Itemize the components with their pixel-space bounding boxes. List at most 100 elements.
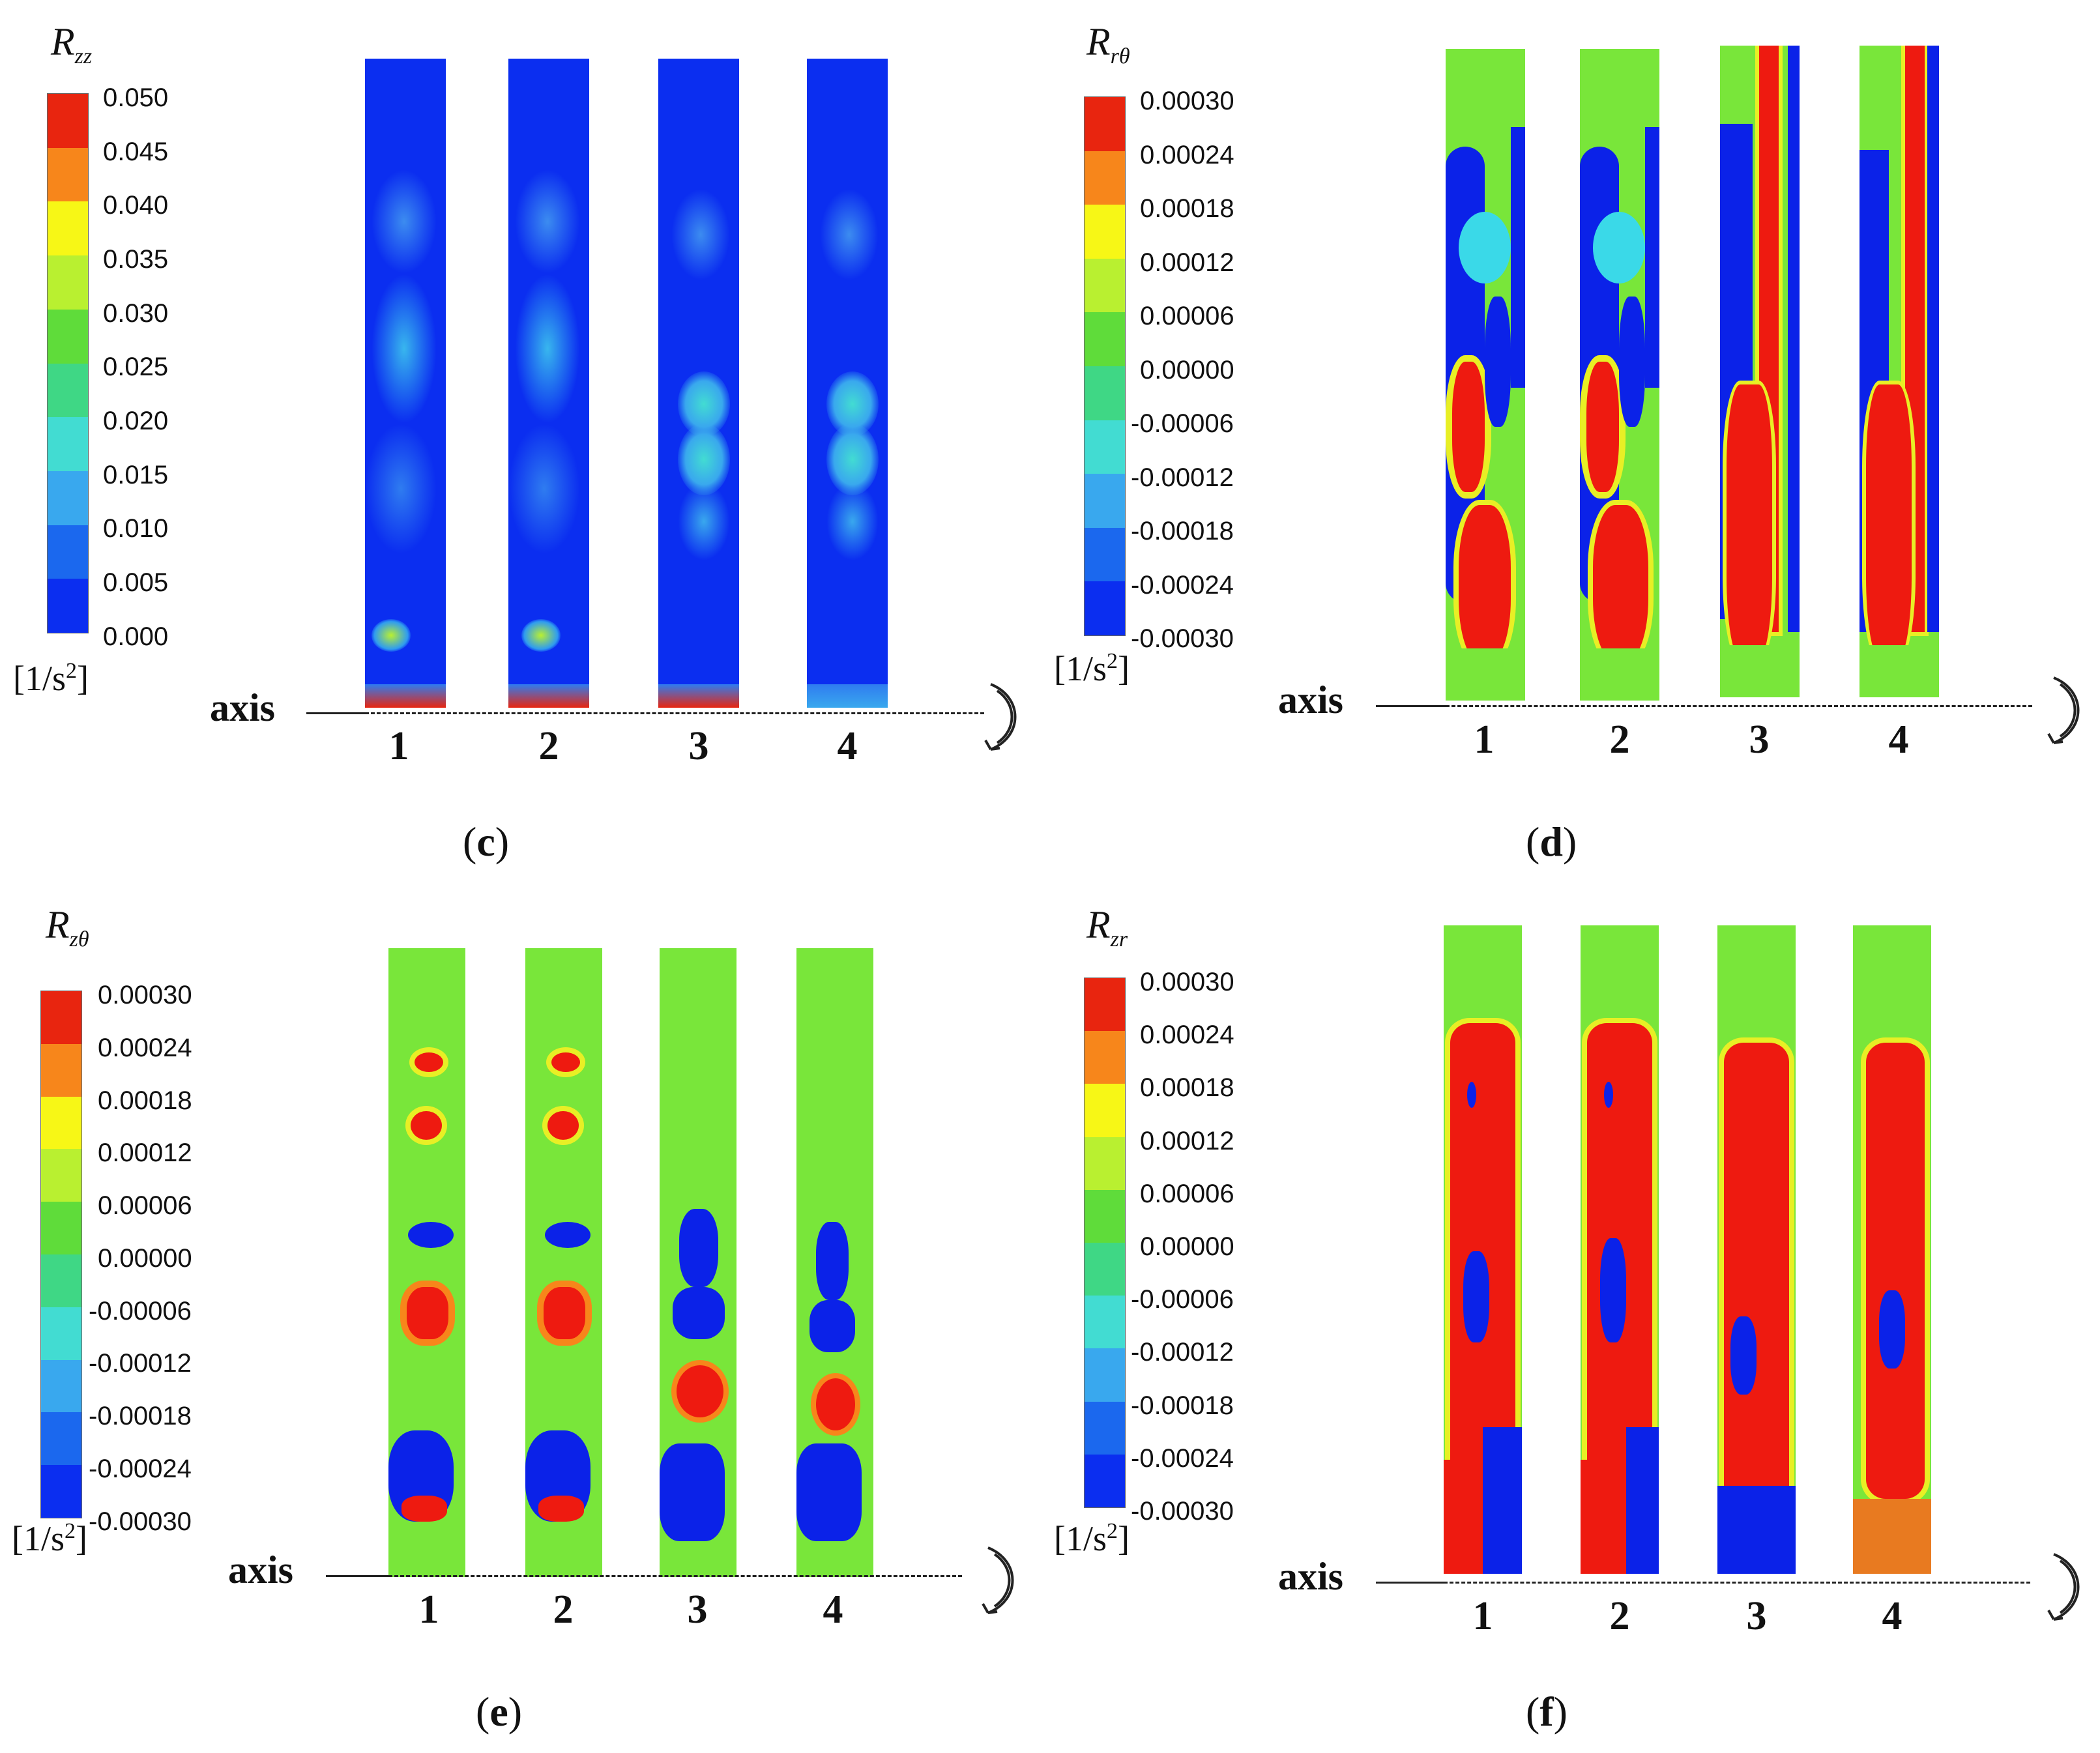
colorbar <box>47 93 89 633</box>
colorbar-tick: -0.00006 <box>1131 1285 1234 1314</box>
colorbar-tick: 0.00006 <box>1140 1180 1234 1208</box>
panel-caption: (c) <box>463 819 510 865</box>
colorbar-tick: -0.00018 <box>1131 517 1234 545</box>
colorbar-band <box>1085 1348 1125 1402</box>
colorbar-band <box>41 1043 81 1097</box>
colorbar-tick: 0.040 <box>103 191 169 220</box>
colorbar-band <box>48 201 88 256</box>
colorbar-tick: -0.00012 <box>1131 463 1234 492</box>
contour-strip-4 <box>1853 925 1931 1574</box>
colorbar-tick: 0.00000 <box>98 1244 192 1273</box>
colorbar-tick: 0.020 <box>103 407 169 435</box>
colorbar-symbol: Rzr <box>1086 903 1128 951</box>
colorbar-tick: 0.00006 <box>1140 302 1234 330</box>
colorbar-tick: 0.00030 <box>1140 87 1234 115</box>
column-label: 1 <box>1474 717 1495 762</box>
column-label: 4 <box>823 1587 843 1632</box>
colorbar-band <box>41 1254 81 1307</box>
colorbar <box>40 991 82 1518</box>
colorbar-band <box>48 309 88 364</box>
axis-centerline <box>1444 1582 2030 1584</box>
contour-strip-2 <box>1580 49 1659 701</box>
axis-line <box>326 1575 388 1577</box>
colorbar-tick: -0.00030 <box>1131 624 1234 653</box>
axis-line <box>1376 705 1446 707</box>
colorbar-tick: -0.00006 <box>89 1297 192 1326</box>
contour-strip-3 <box>1720 46 1800 697</box>
colorbar-band <box>48 417 88 471</box>
contour-strip-4 <box>796 948 873 1577</box>
colorbar-band <box>48 363 88 418</box>
colorbar <box>1084 96 1126 636</box>
axis-line <box>1376 1582 1444 1584</box>
colorbar-tick: 0.010 <box>103 514 169 543</box>
contour-strip-2 <box>525 948 602 1577</box>
colorbar-band <box>1085 581 1125 635</box>
colorbar-tick: 0.00000 <box>1140 356 1234 384</box>
colorbar-band <box>1085 527 1125 582</box>
colorbar-tick: 0.00024 <box>1140 141 1234 169</box>
colorbar-tick: -0.00012 <box>89 1349 192 1378</box>
colorbar-tick: 0.00012 <box>1140 1127 1234 1155</box>
colorbar-tick: 0.00024 <box>1140 1021 1234 1049</box>
contour-strip-2 <box>508 59 589 708</box>
column-label: 1 <box>388 724 409 768</box>
column-label: 2 <box>1609 1594 1630 1638</box>
column-label: 2 <box>1609 717 1630 762</box>
colorbar-band <box>48 255 88 310</box>
rotation-arrow-icon <box>2047 676 2080 744</box>
colorbar-tick: -0.00024 <box>89 1455 192 1483</box>
colorbar-tick: 0.00024 <box>98 1034 192 1062</box>
colorbar-band <box>1085 1296 1125 1349</box>
colorbar-tick: 0.050 <box>103 83 169 112</box>
colorbar-band <box>1085 366 1125 420</box>
colorbar-tick: 0.045 <box>103 138 169 166</box>
colorbar-tick: -0.00012 <box>1131 1338 1234 1367</box>
colorbar-tick: 0.00006 <box>98 1191 192 1220</box>
column-label: 1 <box>1472 1594 1493 1638</box>
column-label: 3 <box>688 724 709 768</box>
axis-label: axis <box>1278 1555 1344 1598</box>
colorbar-band <box>1085 1243 1125 1296</box>
colorbar-tick: 0.015 <box>103 461 169 489</box>
colorbar-band <box>41 1149 81 1202</box>
colorbar-band <box>41 1465 81 1518</box>
column-label: 3 <box>687 1587 708 1632</box>
panel-d: Rrθ 0.00030 0.00024 0.00018 0.00012 0.00… <box>1050 0 2100 876</box>
colorbar-tick: 0.00030 <box>1140 968 1234 996</box>
contour-strip-1 <box>388 948 465 1577</box>
colorbar-tick: -0.00018 <box>89 1402 192 1430</box>
contour-strip-1 <box>1444 925 1522 1574</box>
colorbar-band <box>41 1096 81 1150</box>
colorbar-tick: 0.035 <box>103 245 169 274</box>
colorbar-tick: -0.00030 <box>1131 1497 1234 1526</box>
colorbar-tick: 0.030 <box>103 299 169 328</box>
colorbar-tick: 0.00018 <box>98 1086 192 1115</box>
colorbar-units: [1/s2] <box>13 659 89 698</box>
axis-label: axis <box>210 686 276 729</box>
colorbar-band <box>1085 978 1125 1032</box>
axis-centerline <box>365 712 984 714</box>
colorbar-tick: -0.00018 <box>1131 1391 1234 1420</box>
colorbar-symbol: Rzz <box>51 20 93 68</box>
colorbar-band <box>1085 1401 1125 1455</box>
colorbar-band <box>1085 1137 1125 1190</box>
colorbar-band <box>41 1307 81 1360</box>
colorbar-units: [1/s2] <box>1054 1519 1130 1558</box>
contour-strip-3 <box>658 59 739 708</box>
colorbar <box>1084 978 1126 1508</box>
contour-strip-4 <box>807 59 888 708</box>
colorbar-tick: 0.000 <box>103 622 169 651</box>
colorbar-tick: 0.00018 <box>1140 1073 1234 1102</box>
column-label: 3 <box>1746 1594 1767 1638</box>
colorbar-tick: 0.00030 <box>98 981 192 1009</box>
column-label: 3 <box>1749 717 1770 762</box>
colorbar-units: [1/s2] <box>1054 649 1130 688</box>
contour-strip-2 <box>1581 925 1659 1574</box>
colorbar-band <box>1085 1189 1125 1243</box>
colorbar-band <box>1085 258 1125 313</box>
column-label: 2 <box>538 724 559 768</box>
colorbar-band <box>1085 1031 1125 1084</box>
column-label: 4 <box>1882 1594 1903 1638</box>
axis-label: axis <box>1278 678 1344 721</box>
